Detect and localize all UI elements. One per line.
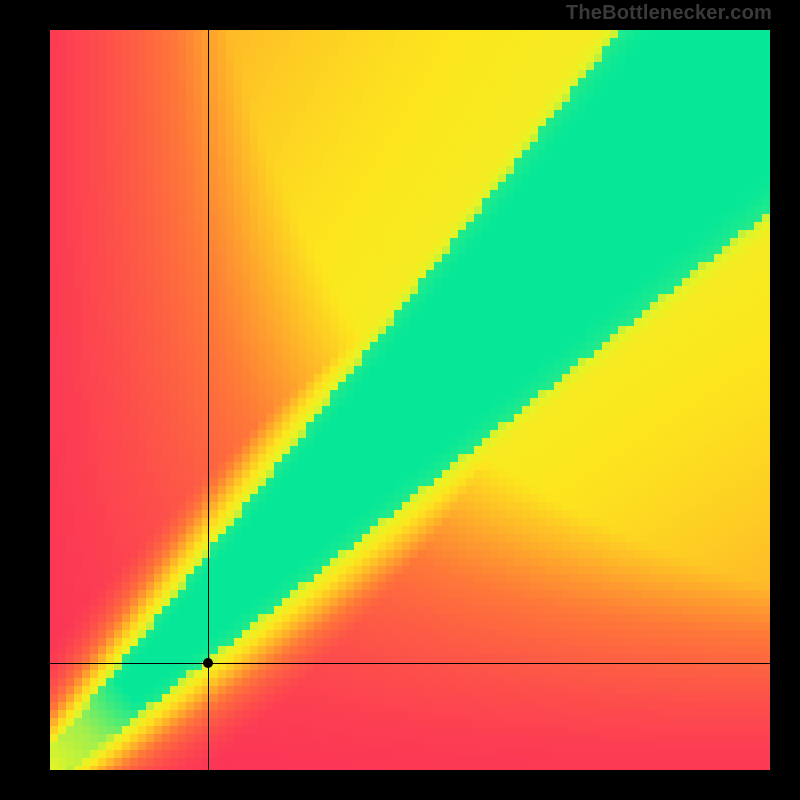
bottleneck-heatmap-container: TheBottlenecker.com <box>0 0 800 800</box>
plot-area <box>50 30 770 770</box>
watermark-text: TheBottlenecker.com <box>566 2 772 25</box>
heatmap-canvas <box>50 30 770 770</box>
crosshair-horizontal <box>50 663 770 664</box>
